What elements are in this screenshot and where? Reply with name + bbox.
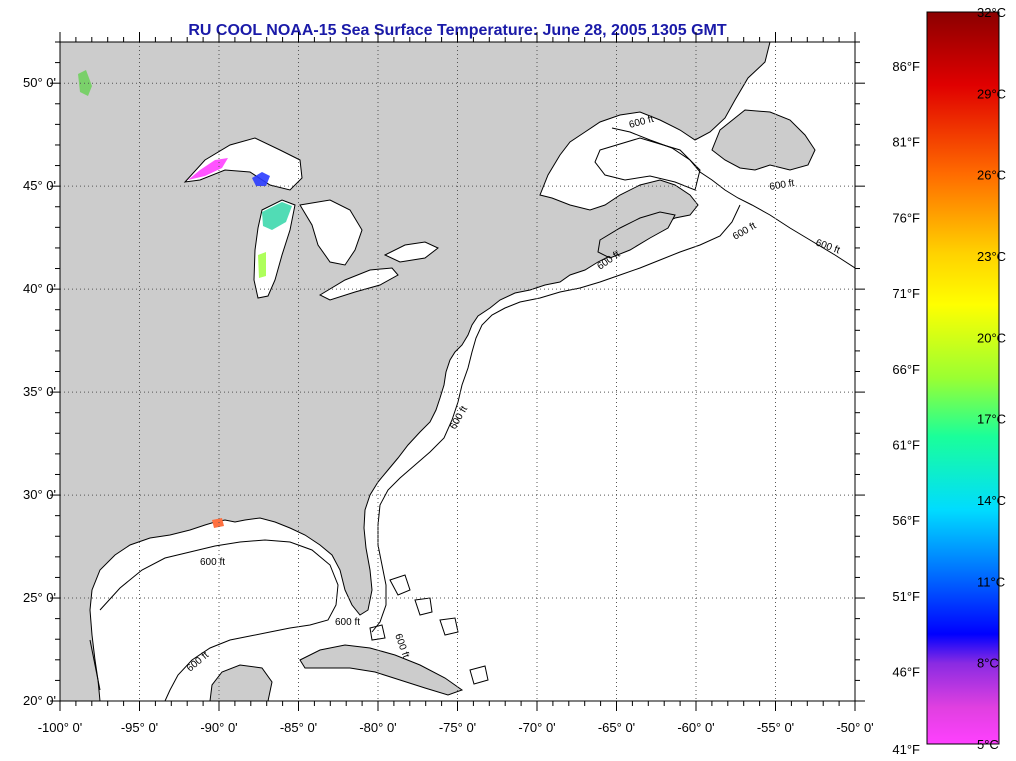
colorbar-fahrenheit-labels: 86°F 81°F 76°F 71°F 66°F 61°F 56°F 51°F 46°F 41°F [892,59,920,757]
lat-tick-label: 50° 0' [23,75,56,90]
longitude-labels: -100° 0' -95° 0' -90° 0' -85° 0' -80° 0' -75°… [38,720,874,735]
colorbar-fahrenheit-label: 46°F [892,665,920,680]
sst-patch-michigan [262,202,292,230]
bathymetry-contours [89,127,855,701]
sst-patch-gulf [212,518,224,528]
sst-patch-superior-east [252,172,270,186]
colorbar-celsius-label: 5°C [977,737,999,752]
colorbar-fahrenheit-label: 61°F [892,438,920,453]
colorbar-fahrenheit-label: 76°F [892,210,920,225]
colorbar-celsius-label: 8°C [977,656,999,671]
contour-label: 600 ft [335,617,360,628]
lake-huron [299,199,363,266]
lat-tick-label: 25° 0' [23,590,56,605]
lat-tick-label: 30° 0' [23,487,56,502]
lon-tick-label: -50° 0' [836,720,873,735]
graticule [60,42,855,701]
lon-tick-label: -55° 0' [757,720,794,735]
lon-tick-label: -85° 0' [280,720,317,735]
contour-label: 600 ft [769,178,796,193]
colorbar-celsius-label: 26°C [977,168,1006,183]
lat-tick-label: 20° 0' [23,693,56,708]
colorbar-celsius-label: 14°C [977,493,1006,508]
sst-patch-michigan-south [258,252,266,278]
colorbar-fahrenheit-label: 41°F [892,742,920,757]
lon-tick-label: -95° 0' [121,720,158,735]
lat-tick-label: 45° 0' [23,178,56,193]
map-title: RU COOL NOAA-15 Sea Surface Temperature:… [188,22,727,39]
colorbar-fahrenheit-label: 86°F [892,59,920,74]
colorbar-celsius-label: 11°C [977,574,1005,589]
colorbar-celsius-label: 29°C [977,86,1006,101]
lon-tick-label: -100° 0' [38,720,83,735]
lon-tick-label: -65° 0' [598,720,635,735]
land-newfoundland [711,109,816,171]
colorbar-fahrenheit-label: 71°F [892,286,920,301]
lon-tick-label: -75° 0' [439,720,476,735]
land-nova-scotia [597,211,676,259]
colorbar-fahrenheit-label: 81°F [892,135,920,150]
lake-ontario [383,241,439,263]
land-cuba [299,644,464,696]
colorbar-celsius-label: 23°C [977,249,1006,264]
colorbar-celsius-label: 20°C [977,330,1006,345]
colorbar-celsius-label: 32°C [977,5,1006,20]
colorbar [926,11,1000,745]
lon-tick-label: -60° 0' [677,720,714,735]
lat-tick-label: 40° 0' [23,281,56,296]
colorbar-fahrenheit-label: 51°F [892,589,920,604]
contour-label: 600 ft [200,557,225,568]
lon-tick-label: -80° 0' [359,720,396,735]
land-yucatan [209,664,273,701]
colorbar-fahrenheit-label: 56°F [892,513,920,528]
colorbar-celsius-labels: 32°C 29°C 26°C 23°C 20°C 17°C 14°C 11°C 8°C 5°C [977,5,1006,752]
lake-erie [318,267,399,301]
colorbar-celsius-label: 17°C [977,412,1006,427]
latitude-labels: 50° 0' 45° 0' 40° 0' 35° 0' 30° 0' 25° 0' 20° … [23,75,56,708]
lat-tick-label: 35° 0' [23,384,56,399]
lake-superior [183,137,303,191]
sst-patch-superior [188,158,228,180]
colorbar-fahrenheit-label: 66°F [892,362,920,377]
lon-tick-label: -70° 0' [518,720,555,735]
axis-ticks [50,32,865,711]
lon-tick-label: -90° 0' [200,720,237,735]
